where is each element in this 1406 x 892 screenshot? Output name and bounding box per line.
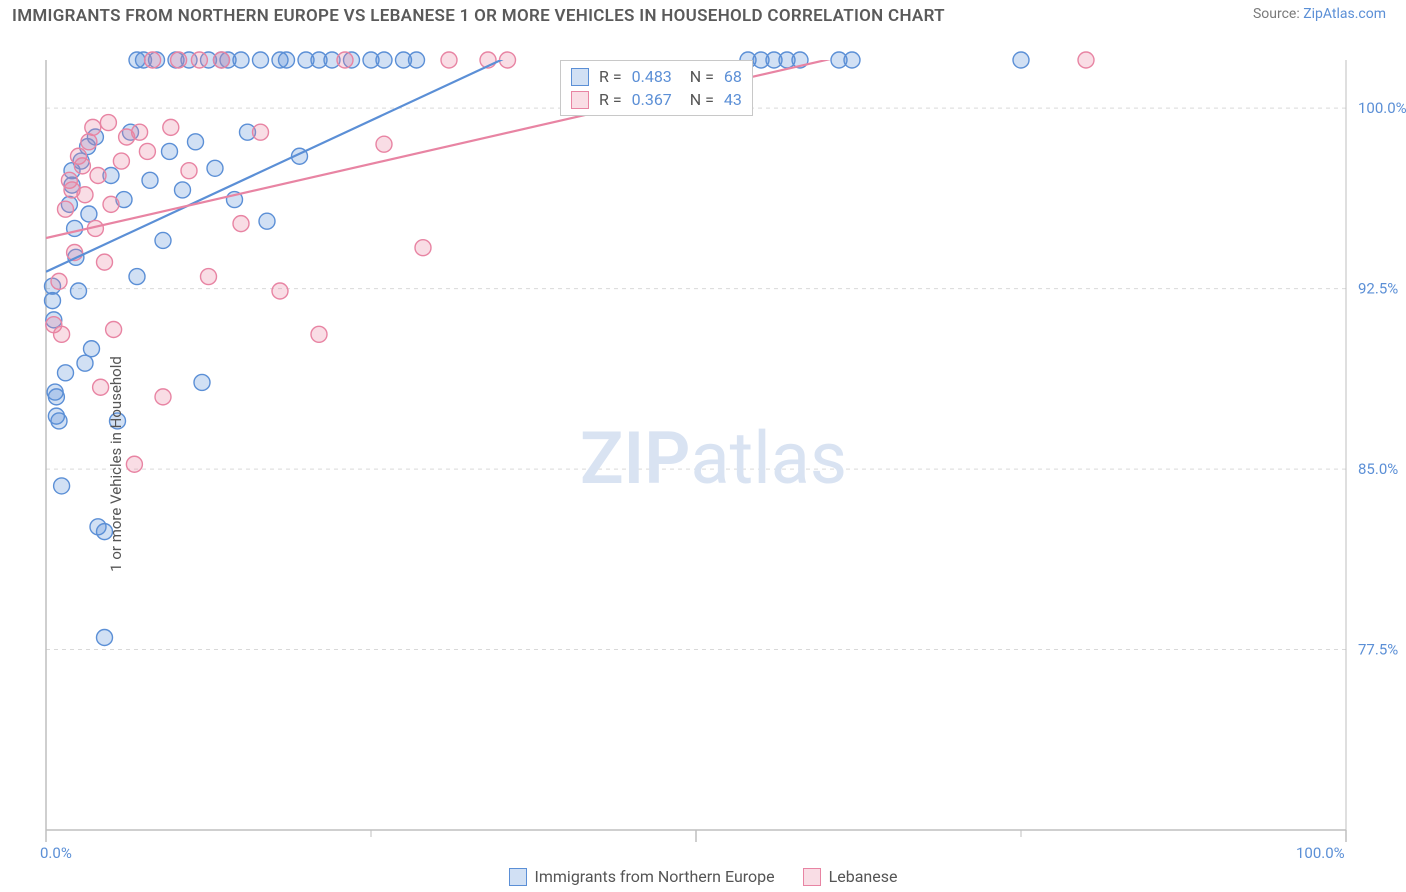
stat-r-label: R = bbox=[599, 90, 622, 109]
stat-r-value: 0.367 bbox=[632, 90, 672, 109]
x-axis-tick-label-max: 100.0% bbox=[1296, 844, 1345, 862]
svg-text:92.5%: 92.5% bbox=[1358, 280, 1398, 298]
series-swatch bbox=[571, 68, 589, 86]
stat-r-label: R = bbox=[599, 67, 622, 86]
stat-n-value: 43 bbox=[724, 90, 742, 109]
svg-text:100.0%: 100.0% bbox=[1358, 99, 1406, 117]
legend-label: Lebanese bbox=[829, 867, 898, 886]
source-prefix: Source: bbox=[1253, 6, 1303, 22]
legend-item: Immigrants from Northern Europe bbox=[509, 867, 775, 886]
source-link[interactable]: ZipAtlas.com bbox=[1303, 6, 1386, 22]
legend-label: Immigrants from Northern Europe bbox=[535, 867, 775, 886]
stat-n-label: N = bbox=[682, 90, 714, 109]
stats-row: R = 0.367 N = 43 bbox=[571, 88, 742, 111]
stat-n-label: N = bbox=[682, 67, 714, 86]
header: IMMIGRANTS FROM NORTHERN EUROPE VS LEBAN… bbox=[0, 0, 1406, 30]
legend-item: Lebanese bbox=[803, 867, 898, 886]
correlation-stats-box: R = 0.483 N = 68R = 0.367 N = 43 bbox=[560, 60, 753, 116]
y-axis-label: 1 or more Vehicles in Household bbox=[107, 356, 125, 572]
x-axis-tick-label-min: 0.0% bbox=[40, 844, 72, 862]
chart-title: IMMIGRANTS FROM NORTHERN EUROPE VS LEBAN… bbox=[12, 6, 945, 26]
svg-text:77.5%: 77.5% bbox=[1358, 641, 1398, 659]
scatter-plot: 77.5% 85.0% 92.5% 100.0% bbox=[0, 36, 1406, 892]
stat-r-value: 0.483 bbox=[632, 67, 672, 86]
legend: Immigrants from Northern Europe Lebanese bbox=[0, 867, 1406, 886]
legend-swatch bbox=[803, 868, 821, 886]
source-attribution: Source: ZipAtlas.com bbox=[1253, 6, 1386, 22]
legend-swatch bbox=[509, 868, 527, 886]
svg-text:85.0%: 85.0% bbox=[1358, 460, 1398, 478]
series-swatch bbox=[571, 91, 589, 109]
chart-area: 1 or more Vehicles in Household ZIPatlas… bbox=[0, 36, 1406, 892]
stats-row: R = 0.483 N = 68 bbox=[571, 65, 742, 88]
stat-n-value: 68 bbox=[724, 67, 742, 86]
